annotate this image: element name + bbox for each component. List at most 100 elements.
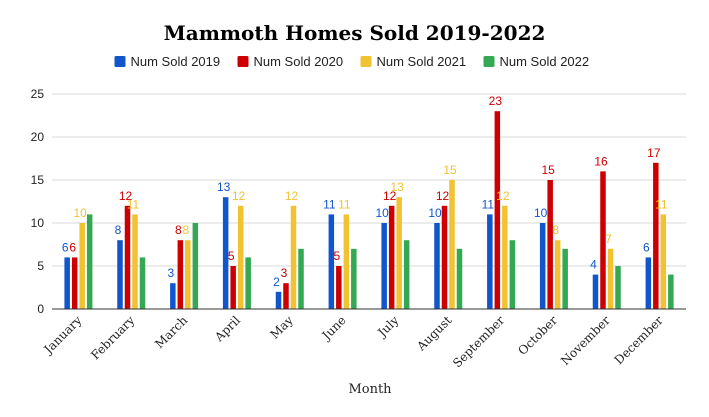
bar-may-num-sold-2022 <box>298 248 304 309</box>
legend: Num Sold 2019 Num Sold 2020 Num Sold 2021 N… <box>114 54 590 69</box>
gridlines <box>52 93 686 267</box>
bar-july-num-sold-2022 <box>403 240 410 309</box>
legend-item: Num Sold 2021 <box>360 54 467 69</box>
bar-june-num-sold-2020 <box>336 266 342 309</box>
legend-swatch <box>114 56 126 67</box>
bar-april-num-sold-2021 <box>237 205 244 309</box>
x-tick-label: April <box>211 313 243 345</box>
bar-march-num-sold-2021 <box>185 240 191 309</box>
bar-july-num-sold-2021 <box>396 197 402 309</box>
bar-september-num-sold-2022 <box>509 240 516 309</box>
data-label: 5 <box>333 249 340 263</box>
bar-october-num-sold-2020 <box>547 180 553 309</box>
data-label: 23 <box>489 94 503 108</box>
x-tick-label: November <box>558 313 613 368</box>
bar-august-num-sold-2021 <box>449 180 455 309</box>
legend-label: Num Sold 2021 <box>377 54 467 69</box>
legend-swatch <box>360 56 372 67</box>
bar-november-num-sold-2021 <box>607 248 614 309</box>
data-label: 2 <box>273 275 280 289</box>
bar-january-num-sold-2019 <box>64 257 70 309</box>
bar-may-num-sold-2020 <box>283 283 289 309</box>
data-label: 15 <box>443 163 457 177</box>
legend-swatch <box>483 56 495 67</box>
bar-november-num-sold-2019 <box>592 274 599 309</box>
x-tick-label: October <box>515 313 560 358</box>
y-tick-label: 25 <box>31 87 45 101</box>
x-tick-label: August <box>414 313 455 354</box>
bar-january-num-sold-2020 <box>71 257 78 309</box>
data-label: 12 <box>285 189 299 203</box>
data-label: 8 <box>182 223 189 237</box>
y-tick-label: 15 <box>31 173 45 187</box>
bar-march-num-sold-2022 <box>192 223 199 309</box>
data-label: 6 <box>62 240 69 254</box>
bar-october-num-sold-2022 <box>562 248 568 309</box>
bar-may-num-sold-2021 <box>290 205 297 309</box>
y-tick-label: 5 <box>37 259 44 273</box>
bar-october-num-sold-2021 <box>554 240 561 309</box>
x-tick-label: July <box>374 313 402 341</box>
data-label: 8 <box>115 223 122 237</box>
data-label: 12 <box>496 189 510 203</box>
data-label: 17 <box>647 146 661 160</box>
bar-november-num-sold-2022 <box>615 266 621 309</box>
x-tick-label: December <box>612 313 666 367</box>
data-label: 13 <box>390 180 404 194</box>
y-axis-ticks: 0 5 10 15 20 25 <box>31 87 45 316</box>
data-label: 11 <box>482 197 495 211</box>
bar-december-num-sold-2020 <box>653 162 659 309</box>
bar-january-num-sold-2022 <box>86 214 93 309</box>
bar-december-num-sold-2021 <box>660 214 667 309</box>
bar-february-num-sold-2021 <box>132 214 138 309</box>
x-tick-label: March <box>152 313 190 351</box>
x-tick-label: September <box>450 313 507 370</box>
bar-december-num-sold-2019 <box>645 257 652 309</box>
bar-february-num-sold-2019 <box>117 240 123 309</box>
data-label: 11 <box>655 197 668 211</box>
data-label: 12 <box>436 189 450 203</box>
bar-march-num-sold-2019 <box>170 283 176 309</box>
x-tick-label: January <box>40 313 85 358</box>
bar-august-num-sold-2019 <box>434 223 440 309</box>
data-label: 6 <box>643 240 650 254</box>
data-label: 16 <box>594 154 608 168</box>
y-tick-label: 10 <box>31 216 45 230</box>
data-label: 12 <box>232 189 246 203</box>
data-label: 6 <box>69 240 76 254</box>
data-label: 8 <box>552 223 559 237</box>
bar-november-num-sold-2020 <box>600 171 606 309</box>
x-axis-title: Month <box>348 382 392 397</box>
bars <box>64 111 674 309</box>
data-label: 5 <box>228 249 235 263</box>
x-tick-label: June <box>318 313 349 344</box>
bar-february-num-sold-2020 <box>124 205 131 309</box>
legend-item: Num Sold 2019 <box>114 54 221 69</box>
bar-may-num-sold-2019 <box>275 291 282 309</box>
legend-label: Num Sold 2022 <box>500 54 590 69</box>
data-label: 3 <box>167 266 174 280</box>
bar-april-num-sold-2019 <box>222 197 229 309</box>
x-tick-label: February <box>88 313 137 362</box>
bar-august-num-sold-2020 <box>441 205 448 309</box>
legend-label: Num Sold 2019 <box>131 54 221 69</box>
bar-march-num-sold-2020 <box>177 240 184 309</box>
data-label: 11 <box>338 197 351 211</box>
chart-title: Mammoth Homes Sold 2019-2022 <box>164 21 546 45</box>
y-tick-label: 0 <box>37 302 44 316</box>
bar-june-num-sold-2021 <box>343 214 350 309</box>
data-label: 4 <box>590 258 597 272</box>
data-label: 11 <box>127 197 140 211</box>
x-axis-ticks: January February March April May June July Augu… <box>40 313 666 370</box>
legend-swatch <box>237 56 249 67</box>
data-label: 10 <box>534 206 548 220</box>
data-label: 15 <box>541 163 555 177</box>
bar-september-num-sold-2019 <box>487 214 493 309</box>
bar-september-num-sold-2020 <box>494 111 501 309</box>
data-label: 10 <box>428 206 442 220</box>
legend-label: Num Sold 2020 <box>254 54 344 69</box>
data-label: 7 <box>605 232 612 246</box>
bar-october-num-sold-2019 <box>539 223 546 309</box>
data-label: 12 <box>383 189 397 203</box>
